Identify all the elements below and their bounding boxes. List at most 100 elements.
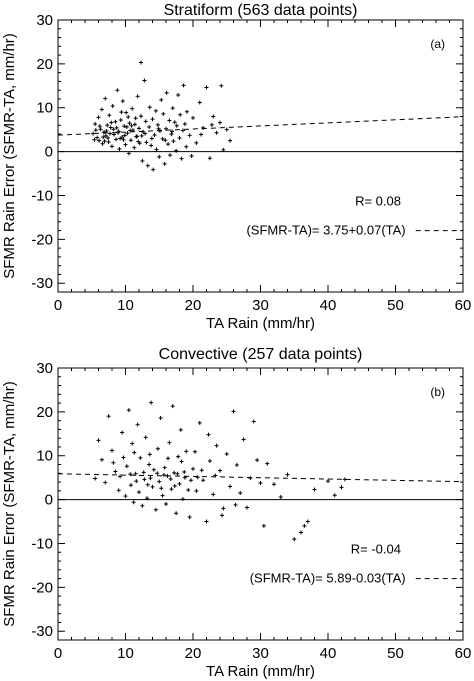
- data-point: [182, 475, 187, 480]
- data-point: [95, 135, 100, 140]
- data-point: [157, 479, 162, 484]
- x-tick-label: 60: [455, 645, 472, 662]
- data-point: [122, 133, 127, 138]
- data-point: [122, 124, 127, 129]
- data-point: [139, 60, 144, 65]
- data-point: [101, 130, 106, 135]
- data-point: [172, 120, 177, 125]
- data-point: [182, 121, 187, 126]
- data-point: [272, 482, 276, 487]
- data-point: [116, 130, 121, 135]
- data-point: [201, 125, 206, 130]
- data-point: [98, 127, 103, 132]
- data-point: [126, 408, 131, 413]
- data-point: [204, 519, 209, 524]
- data-point: [326, 479, 330, 484]
- data-point: [142, 477, 147, 482]
- y-tick-label: -10: [31, 535, 53, 552]
- chart-title: Stratiform (563 data points): [164, 2, 358, 19]
- data-point: [219, 83, 224, 88]
- x-tick-label: 30: [252, 645, 269, 662]
- data-point: [220, 513, 225, 518]
- data-point: [141, 470, 146, 475]
- data-point: [131, 500, 136, 505]
- panel-label: (a): [430, 37, 445, 51]
- data-point: [132, 145, 137, 150]
- data-point: [161, 473, 166, 478]
- data-point: [228, 138, 233, 143]
- data-point: [106, 414, 111, 419]
- x-tick-label: 40: [320, 297, 337, 314]
- data-point: [241, 437, 246, 442]
- data-point: [103, 133, 108, 138]
- data-point: [133, 116, 138, 121]
- x-tick-label: 50: [387, 645, 404, 662]
- data-point: [201, 478, 206, 483]
- data-point: [233, 502, 238, 507]
- data-point: [182, 469, 187, 474]
- y-axis-label: SFMR Rain Error (SFMR-TA, mm/hr): [1, 381, 18, 627]
- data-point: [164, 502, 168, 506]
- data-point: [107, 113, 112, 118]
- y-tick-label: -30: [31, 623, 53, 640]
- data-point: [299, 530, 303, 535]
- data-point: [167, 118, 172, 123]
- y-tick-label: 0: [45, 144, 53, 161]
- data-point: [179, 459, 184, 464]
- data-point: [108, 125, 113, 130]
- data-point: [170, 404, 175, 409]
- data-point: [140, 503, 145, 508]
- data-point: [176, 93, 181, 98]
- data-point: [139, 114, 144, 119]
- data-point: [207, 156, 212, 161]
- data-point: [179, 156, 184, 161]
- data-point: [153, 108, 158, 113]
- y-tick-label: 10: [36, 448, 53, 465]
- panel-stratiform: Stratiform (563 data points) 0 10 20 30 40 50 6…: [1, 2, 471, 332]
- data-point: [164, 90, 169, 95]
- panel-convective: Convective (257 data points) 0 10 20 30 40 50 6…: [1, 346, 471, 680]
- data-point: [245, 505, 249, 510]
- data-point: [137, 126, 141, 131]
- x-tick-label: 50: [387, 297, 404, 314]
- data-point: [214, 443, 219, 448]
- data-point: [155, 446, 160, 451]
- data-point: [126, 151, 131, 156]
- data-point: [221, 147, 226, 152]
- data-point: [150, 484, 155, 489]
- data-point: [142, 78, 147, 83]
- data-point: [99, 457, 104, 462]
- data-point: [112, 132, 117, 137]
- data-point: [128, 138, 133, 143]
- data-point: [143, 119, 148, 124]
- data-point: [161, 111, 166, 116]
- data-point: [127, 121, 132, 126]
- data-point: [162, 465, 167, 470]
- data-point: [258, 480, 263, 485]
- data-point: [111, 127, 116, 132]
- data-point: [206, 432, 211, 437]
- data-point: [332, 493, 337, 498]
- data-point: [178, 427, 183, 432]
- data-point: [193, 449, 198, 454]
- data-point: [133, 471, 138, 476]
- data-point: [132, 122, 137, 127]
- data-point: [135, 422, 140, 427]
- data-point: [103, 96, 108, 101]
- data-point: [143, 131, 148, 136]
- data-point: [248, 476, 253, 481]
- data-point: [128, 472, 133, 477]
- chart-title: Convective (257 data points): [159, 346, 363, 363]
- y-tick-label: 10: [36, 100, 53, 117]
- data-point: [157, 128, 162, 133]
- panel-label: (b): [430, 385, 445, 399]
- data-point: [204, 85, 209, 90]
- data-point: [191, 115, 195, 120]
- data-point: [149, 143, 154, 148]
- data-point: [99, 107, 104, 112]
- data-point: [167, 440, 172, 445]
- data-point: [93, 128, 98, 133]
- data-point: [116, 488, 121, 493]
- data-point: [221, 506, 226, 511]
- data-point: [110, 144, 114, 149]
